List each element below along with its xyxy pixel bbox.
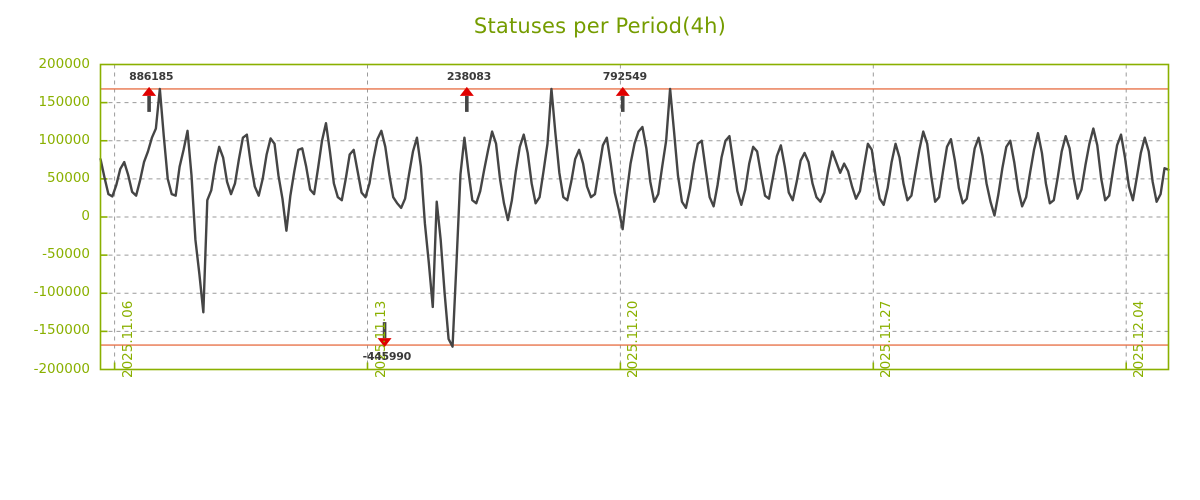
data-series (99, 87, 1170, 348)
series-line (99, 87, 1170, 348)
threshold-lines (100, 88, 1169, 346)
marker-stem (465, 95, 469, 112)
annotation-markers (142, 86, 630, 348)
y-axis-tick-label: 150000 (38, 93, 90, 110)
y-axis-tick-label: 100000 (38, 131, 90, 148)
y-axis-tick-label: -200000 (33, 360, 90, 377)
chart-title: Statuses per Period(4h) (473, 14, 727, 38)
y-axis-tick-label: -100000 (33, 284, 90, 301)
marker-triangle-up (459, 86, 474, 96)
y-axis-tick-label: 200000 (38, 55, 90, 72)
y-axis-tick-label: -50000 (42, 246, 90, 263)
y-axis-tick-label: -150000 (33, 322, 90, 339)
tick-marks (100, 101, 1128, 370)
marker-triangle-up (615, 86, 630, 96)
marker-stem (382, 322, 387, 339)
plot-border (99, 63, 1170, 371)
y-axis-tick-label: 50000 (47, 169, 90, 186)
annotation-value-label: 886185 (129, 69, 174, 83)
marker-triangle-up (142, 86, 157, 96)
annotation-value-label: 238083 (446, 69, 491, 83)
y-axis-tick-label: 0 (81, 208, 90, 224)
annotation-value-label: -445990 (362, 350, 412, 364)
marker-stem (147, 95, 151, 112)
marker-stem (620, 95, 625, 112)
annotation-value-label: 792549 (602, 69, 647, 83)
y-axis-labels: 200000 150000 100000 50000 0 -50000 -100000 -15… (12, 0, 90, 500)
marker-triangle-down (377, 338, 392, 348)
